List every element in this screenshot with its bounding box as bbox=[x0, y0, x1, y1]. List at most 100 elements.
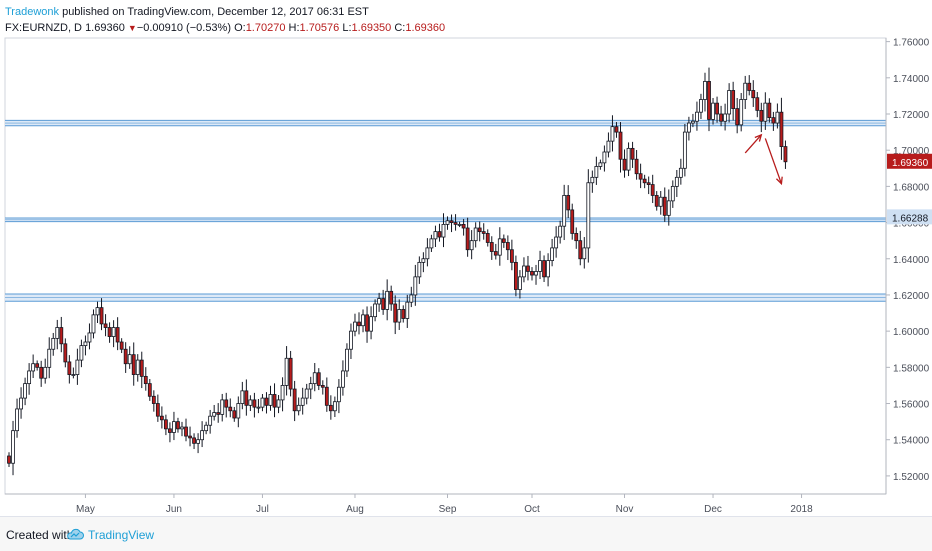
author-link[interactable]: Tradewonk bbox=[5, 6, 60, 18]
candle-body bbox=[111, 327, 116, 337]
candle-body bbox=[574, 233, 579, 242]
y-tick-label: 1.74000 bbox=[893, 74, 930, 85]
symbol-label[interactable]: FX:EURNZD, D bbox=[5, 22, 82, 34]
candle-body bbox=[759, 109, 764, 122]
candle-body bbox=[87, 332, 92, 343]
candle-body bbox=[425, 247, 430, 260]
candle-body bbox=[473, 227, 478, 242]
candle-body bbox=[590, 176, 595, 184]
candle-body bbox=[695, 111, 699, 122]
candle-body bbox=[324, 386, 329, 406]
candle-body bbox=[159, 415, 164, 421]
candle-body bbox=[155, 403, 160, 417]
candle-body bbox=[139, 359, 144, 377]
candle-body bbox=[449, 220, 454, 223]
candle-body bbox=[707, 81, 711, 120]
candle-body bbox=[131, 354, 136, 375]
candle-body bbox=[610, 126, 615, 142]
candle-body bbox=[312, 372, 317, 385]
candle-body bbox=[670, 185, 675, 202]
candle-body bbox=[686, 122, 691, 133]
open-label: O: bbox=[234, 22, 246, 34]
close-value: 1.69360 bbox=[405, 22, 446, 34]
candle-body bbox=[188, 435, 192, 439]
candle-body bbox=[489, 242, 494, 252]
arrow-head bbox=[754, 133, 763, 142]
candle-body bbox=[196, 439, 200, 444]
candle-body bbox=[55, 327, 60, 339]
low-label: L: bbox=[342, 22, 352, 34]
candle-body bbox=[558, 225, 563, 238]
candle-body bbox=[292, 388, 297, 412]
candle-body bbox=[397, 309, 402, 323]
candle-body bbox=[99, 307, 104, 325]
candle-body bbox=[763, 102, 768, 122]
candle-body bbox=[421, 258, 426, 263]
last-price-tag bbox=[887, 153, 932, 169]
candle-body bbox=[43, 366, 48, 379]
candle-body bbox=[630, 147, 635, 160]
tradingview-brand-link[interactable]: TradingView bbox=[88, 528, 155, 542]
footer: Created with TradingView bbox=[0, 516, 932, 551]
chart-header: Tradewonk published on TradingView.com, … bbox=[0, 0, 932, 38]
candle-body bbox=[268, 394, 273, 406]
candle-body bbox=[228, 406, 233, 412]
low-value: 1.69350 bbox=[351, 22, 392, 34]
open-value: 1.70270 bbox=[245, 22, 286, 34]
candle-body bbox=[240, 390, 245, 404]
candle-body bbox=[469, 240, 474, 251]
candle-body bbox=[405, 301, 410, 319]
candle-body bbox=[19, 397, 23, 410]
candle-body bbox=[377, 298, 382, 305]
candle-body bbox=[642, 178, 647, 184]
candle-body bbox=[332, 401, 337, 412]
y-tick-label: 1.68000 bbox=[893, 182, 930, 193]
candle-body bbox=[674, 176, 679, 187]
candle-body bbox=[192, 437, 196, 444]
y-tick-label: 1.54000 bbox=[893, 436, 930, 447]
candle-body bbox=[308, 383, 313, 390]
y-tick-label: 1.72000 bbox=[893, 110, 930, 121]
candle-body bbox=[699, 99, 703, 113]
candle-body bbox=[284, 357, 289, 386]
candle-body bbox=[550, 247, 555, 261]
candle-body bbox=[373, 303, 377, 318]
publish-text: published on TradingView.com, December 1… bbox=[59, 6, 369, 18]
candle-body bbox=[135, 359, 140, 375]
x-tick-label: Sep bbox=[439, 504, 457, 515]
candle-body bbox=[300, 397, 305, 406]
candle-body bbox=[409, 294, 414, 303]
candle-body bbox=[341, 370, 345, 388]
candle-body bbox=[59, 327, 64, 345]
change-value: −0.00910 (−0.53%) bbox=[136, 22, 231, 34]
candle-body bbox=[715, 102, 719, 115]
candle-body bbox=[743, 82, 748, 100]
candle-body bbox=[638, 173, 643, 180]
candle-body bbox=[530, 271, 534, 276]
y-tick-label: 1.56000 bbox=[893, 400, 930, 411]
candle-body bbox=[526, 265, 530, 272]
candle-body bbox=[365, 314, 369, 332]
tradingview-cloud-icon[interactable] bbox=[66, 527, 84, 546]
x-tick-label: Jul bbox=[256, 504, 269, 515]
x-tick-label: Nov bbox=[616, 504, 634, 515]
candle-body bbox=[47, 348, 52, 368]
candle-body bbox=[505, 242, 510, 251]
candle-body bbox=[208, 415, 213, 426]
y-tick-label: 1.70000 bbox=[893, 146, 930, 157]
candle-body bbox=[236, 403, 241, 419]
candle-body bbox=[578, 240, 583, 260]
price-chart[interactable]: 1.760001.740001.720001.700001.680001.660… bbox=[0, 0, 932, 516]
candle-body bbox=[357, 321, 361, 327]
candle-body bbox=[264, 397, 269, 406]
y-tick-label: 1.60000 bbox=[893, 327, 930, 338]
projection-arrow bbox=[744, 134, 762, 154]
candle-body bbox=[345, 348, 349, 372]
candle-body bbox=[320, 385, 325, 388]
last-price-value: 1.69360 bbox=[85, 22, 125, 34]
candle-body bbox=[538, 260, 542, 272]
candle-body bbox=[163, 419, 168, 430]
candle-body bbox=[369, 316, 373, 332]
x-tick-label: Aug bbox=[346, 504, 364, 515]
candle-body bbox=[445, 220, 450, 225]
